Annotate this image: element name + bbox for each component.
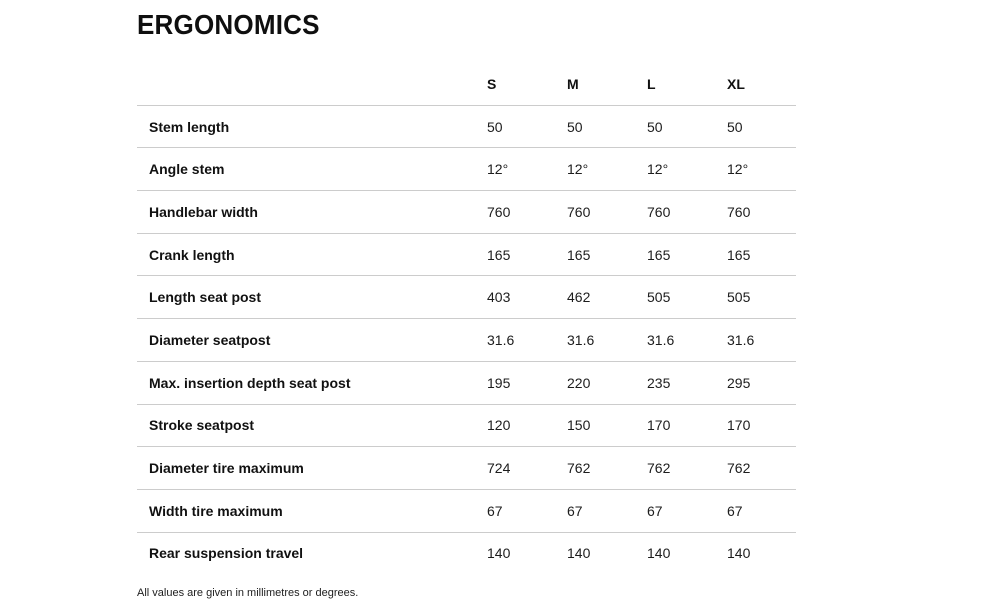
units-footnote: All values are given in millimetres or d… — [137, 587, 359, 600]
column-header-xl: XL — [727, 75, 745, 92]
value-cell-m: 462 — [567, 289, 591, 306]
table-row: Length seat post 403 462 505 505 — [137, 276, 796, 319]
value-cell-m: 760 — [567, 203, 591, 220]
row-label: Stem length — [149, 118, 230, 135]
table-body: Stem length 50 50 50 50 Angle stem 12° 12° 12° 12… — [137, 105, 796, 574]
value-cell-xl: 170 — [727, 417, 751, 434]
value-cell-l: 67 — [647, 502, 663, 519]
row-label: Stroke seatpost — [149, 417, 255, 434]
table-row: Stroke seatpost 120 150 170 170 — [137, 404, 796, 447]
row-label: Length seat post — [149, 289, 262, 306]
value-cell-l: 50 — [647, 118, 663, 135]
value-cell-l: 12° — [647, 161, 669, 178]
value-cell-l: 235 — [647, 374, 671, 391]
column-header-s: S — [487, 75, 497, 92]
table-header: S M L XL — [137, 63, 796, 106]
row-label: Diameter seatpost — [149, 331, 271, 348]
value-cell-xl: 50 — [727, 118, 743, 135]
table-row: Angle stem 12° 12° 12° 12° — [137, 148, 796, 191]
column-header-m: M — [567, 75, 579, 92]
value-cell-m: 12° — [567, 161, 589, 178]
header-spacer-cell — [137, 63, 487, 105]
value-cell-m: 67 — [567, 502, 583, 519]
value-cell-m: 762 — [567, 460, 591, 477]
value-cell-s: 67 — [487, 502, 503, 519]
table-row: Crank length 165 165 165 165 — [137, 233, 796, 276]
table-row: Diameter tire maximum 724 762 762 762 — [137, 447, 796, 490]
value-cell-s: 140 — [487, 545, 511, 562]
value-cell-xl: 295 — [727, 374, 751, 391]
value-cell-xl: 762 — [727, 460, 751, 477]
row-label: Width tire maximum — [149, 502, 283, 519]
value-cell-m: 50 — [567, 118, 583, 135]
value-cell-l: 505 — [647, 289, 671, 306]
value-cell-l: 762 — [647, 460, 671, 477]
row-label: Handlebar width — [149, 203, 258, 220]
value-cell-m: 165 — [567, 246, 591, 263]
value-cell-m: 140 — [567, 545, 591, 562]
value-cell-s: 403 — [487, 289, 511, 306]
value-cell-m: 31.6 — [567, 331, 595, 348]
value-cell-xl: 760 — [727, 203, 751, 220]
value-cell-s: 120 — [487, 417, 511, 434]
value-cell-l: 170 — [647, 417, 671, 434]
row-label: Crank length — [149, 246, 235, 263]
value-cell-xl: 165 — [727, 246, 751, 263]
table-row: Handlebar width 760 760 760 760 — [137, 191, 796, 234]
value-cell-xl: 67 — [727, 502, 743, 519]
value-cell-xl: 505 — [727, 289, 751, 306]
table-row: Diameter seatpost 31.6 31.6 31.6 31.6 — [137, 319, 796, 362]
value-cell-s: 12° — [487, 161, 509, 178]
table-row: Stem length 50 50 50 50 — [137, 105, 796, 148]
ergonomics-table: S M L XL Stem length 50 50 50 50 Angle stem 12° 12… — [137, 63, 796, 574]
row-label: Diameter tire maximum — [149, 460, 304, 477]
table-row: Rear suspension travel 140 140 140 140 — [137, 532, 796, 574]
value-cell-l: 140 — [647, 545, 671, 562]
value-cell-s: 760 — [487, 203, 511, 220]
value-cell-s: 50 — [487, 118, 503, 135]
value-cell-m: 220 — [567, 374, 591, 391]
row-label: Rear suspension travel — [149, 545, 304, 562]
page-title: ERGONOMICS — [137, 9, 320, 40]
row-label: Max. insertion depth seat post — [149, 374, 351, 391]
table-row: Max. insertion depth seat post 195 220 235 2… — [137, 361, 796, 404]
value-cell-l: 31.6 — [647, 331, 675, 348]
header-row: S M L XL — [137, 63, 796, 106]
row-label: Angle stem — [149, 161, 225, 178]
value-cell-s: 31.6 — [487, 331, 515, 348]
value-cell-xl: 12° — [727, 161, 749, 178]
value-cell-xl: 140 — [727, 545, 751, 562]
value-cell-l: 165 — [647, 246, 671, 263]
value-cell-s: 724 — [487, 460, 511, 477]
value-cell-s: 195 — [487, 374, 511, 391]
column-header-l: L — [647, 75, 656, 92]
value-cell-s: 165 — [487, 246, 511, 263]
value-cell-m: 150 — [567, 417, 591, 434]
table-row: Width tire maximum 67 67 67 67 — [137, 489, 796, 533]
value-cell-l: 760 — [647, 203, 671, 220]
value-cell-xl: 31.6 — [727, 331, 755, 348]
